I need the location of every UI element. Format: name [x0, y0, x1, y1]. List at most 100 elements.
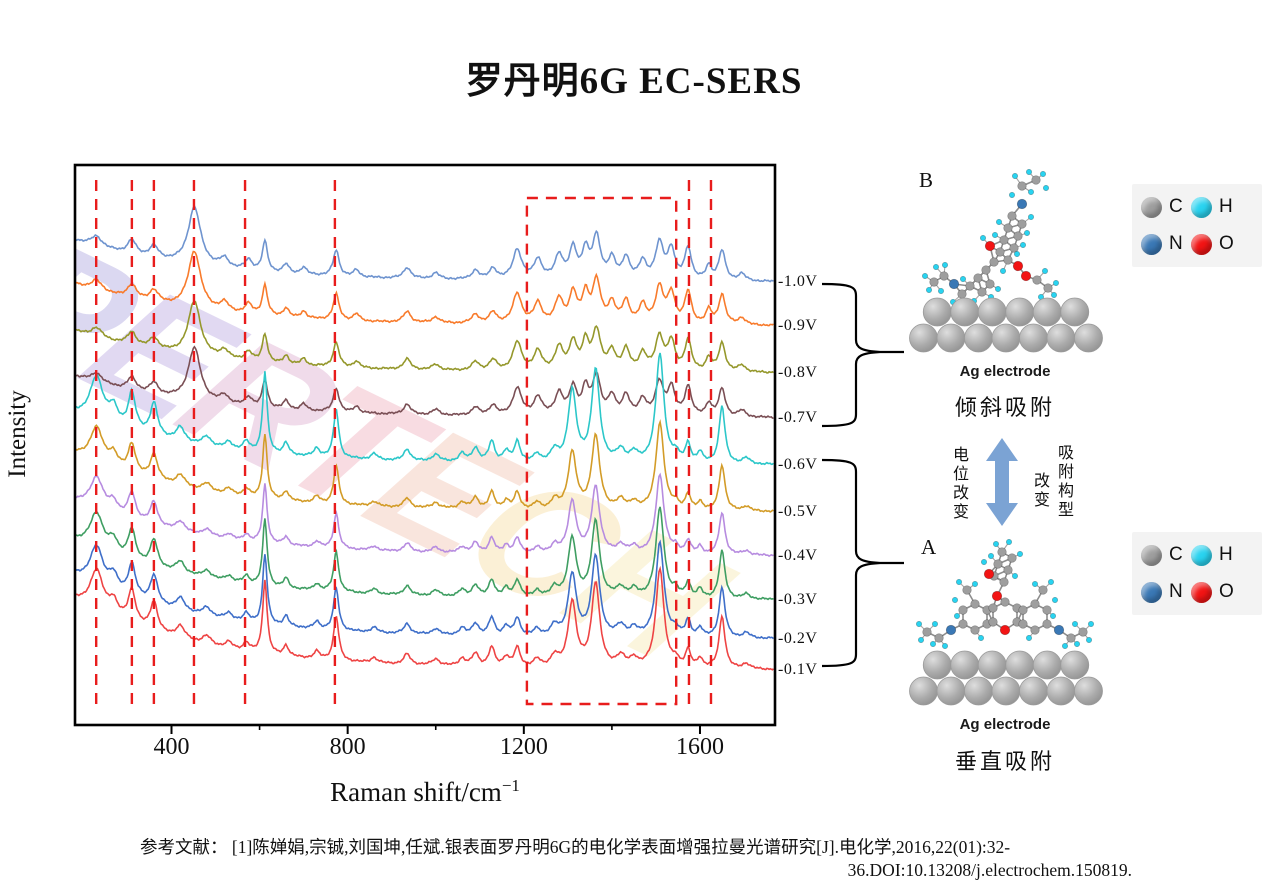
atom-C	[1038, 585, 1048, 595]
double-arrow-icon	[986, 438, 1018, 526]
ag-atom	[1046, 676, 1076, 706]
ag-atom	[1032, 650, 1062, 680]
panel-a-label: A	[921, 535, 937, 559]
voltage-label--0.7V: -0.7V	[778, 409, 818, 426]
spectrum-line--0.7V	[76, 345, 774, 419]
transition-text-potential-change: 电位改变	[950, 446, 967, 522]
atom-H	[953, 613, 960, 620]
ag-atom	[1074, 676, 1103, 706]
atom-H	[1009, 191, 1016, 198]
atom-H	[929, 641, 936, 648]
spectrum-line--0.2V	[76, 539, 774, 640]
atom-H	[1024, 229, 1031, 236]
transition-text-change: 改变	[1031, 472, 1048, 510]
legend-H-label: H	[1219, 544, 1233, 565]
atom-H	[1088, 621, 1095, 628]
atom-H	[1040, 170, 1047, 178]
ag-atom	[1005, 650, 1035, 680]
atom-C	[993, 559, 1003, 569]
atom-H	[1026, 168, 1033, 176]
marker-lines-group	[94, 180, 713, 712]
atom-H	[925, 287, 932, 294]
atom-C	[1042, 619, 1052, 629]
atom-H	[1012, 572, 1019, 579]
ag-atom	[909, 676, 938, 706]
highlight-dashed-box	[525, 196, 678, 706]
ag-atom	[977, 650, 1007, 680]
atom-H	[955, 578, 962, 585]
atom-C	[965, 281, 975, 291]
x-tick-label-1600: 1600	[675, 734, 724, 760]
molecule-b-tilted	[921, 168, 1060, 306]
x-axis-label: Raman shift/cm−1	[75, 776, 775, 808]
atom-C	[1017, 181, 1027, 191]
ag-atom	[909, 323, 938, 353]
atom-H	[918, 637, 925, 644]
ag-atom	[964, 323, 993, 353]
legend-O-label: O	[1219, 233, 1234, 254]
atom-H	[1012, 172, 1019, 180]
legend-N-label: N	[1169, 233, 1183, 254]
page-title: 罗丹明6G EC-SERS	[465, 61, 803, 102]
ag-atom	[991, 676, 1021, 706]
legend-O-circle	[1191, 233, 1212, 255]
legend-C-circle	[1141, 196, 1162, 218]
x-tick-label-1200: 1200	[499, 734, 548, 760]
reference-line-1: 参考文献： [1]陈婵娟,宗铖,刘国坤,任斌.银表面罗丹明6G的电化学表面增强拉…	[140, 837, 1011, 857]
legend-N-circle	[1141, 581, 1162, 603]
atom-C	[1030, 625, 1040, 635]
atom-H	[1014, 251, 1021, 258]
atom-C	[1009, 243, 1019, 253]
atom-C	[995, 247, 1005, 257]
atom-color-legend-top: C H N O	[1132, 184, 1262, 267]
atom-C	[929, 277, 939, 287]
atom-C	[1003, 223, 1013, 233]
legend-C-circle	[1141, 544, 1162, 566]
atom-C	[1030, 599, 1040, 609]
ag-atom	[1060, 650, 1090, 680]
atom-C	[997, 547, 1007, 557]
atom-C	[988, 617, 998, 627]
atom-H	[1006, 538, 1013, 546]
voltage-label--0.4V: -0.4V	[778, 547, 818, 564]
atom-C	[962, 585, 972, 595]
spectrum-line--1.0V	[76, 204, 774, 283]
legend-H-circle	[1191, 544, 1212, 566]
atom-H	[993, 540, 1000, 548]
atom-C	[1018, 605, 1028, 615]
atom-C	[985, 279, 995, 289]
atom-H	[1051, 292, 1058, 299]
atom-C	[1000, 597, 1010, 607]
atom-O	[1012, 260, 1024, 272]
atom-H	[988, 553, 995, 560]
atom-C	[1003, 565, 1013, 575]
atom-O	[983, 568, 995, 580]
atom-color-legend-bottom: C H N O	[1132, 532, 1262, 615]
legend-O-circle	[1191, 581, 1212, 603]
atom-C	[958, 605, 968, 615]
atom-O	[984, 240, 996, 252]
atom-H	[1072, 621, 1079, 628]
atom-C	[1042, 605, 1052, 615]
voltage-label--1.0V: -1.0V	[778, 273, 818, 290]
brace-tilted-group	[821, 282, 881, 428]
atom-H	[1028, 188, 1035, 195]
atom-C	[999, 577, 1009, 587]
ag-atom	[950, 650, 980, 680]
voltage-label--0.9V: -0.9V	[778, 317, 818, 334]
atom-C	[957, 289, 967, 299]
spectrum-line--0.8V	[76, 299, 774, 374]
voltage-label--0.6V: -0.6V	[778, 456, 818, 473]
atom-H	[981, 558, 988, 565]
legend-N-label: N	[1169, 581, 1183, 602]
caption-tilted-adsorption: 倾斜吸附	[954, 395, 1055, 420]
atom-C	[973, 273, 983, 283]
atom-C	[939, 271, 949, 281]
atom-C	[934, 633, 944, 643]
atom-C	[988, 603, 998, 613]
atom-O	[999, 624, 1011, 636]
atom-O	[1020, 270, 1032, 282]
atom-N	[1053, 624, 1065, 636]
atom-C	[1078, 627, 1088, 637]
atom-H	[931, 621, 938, 628]
